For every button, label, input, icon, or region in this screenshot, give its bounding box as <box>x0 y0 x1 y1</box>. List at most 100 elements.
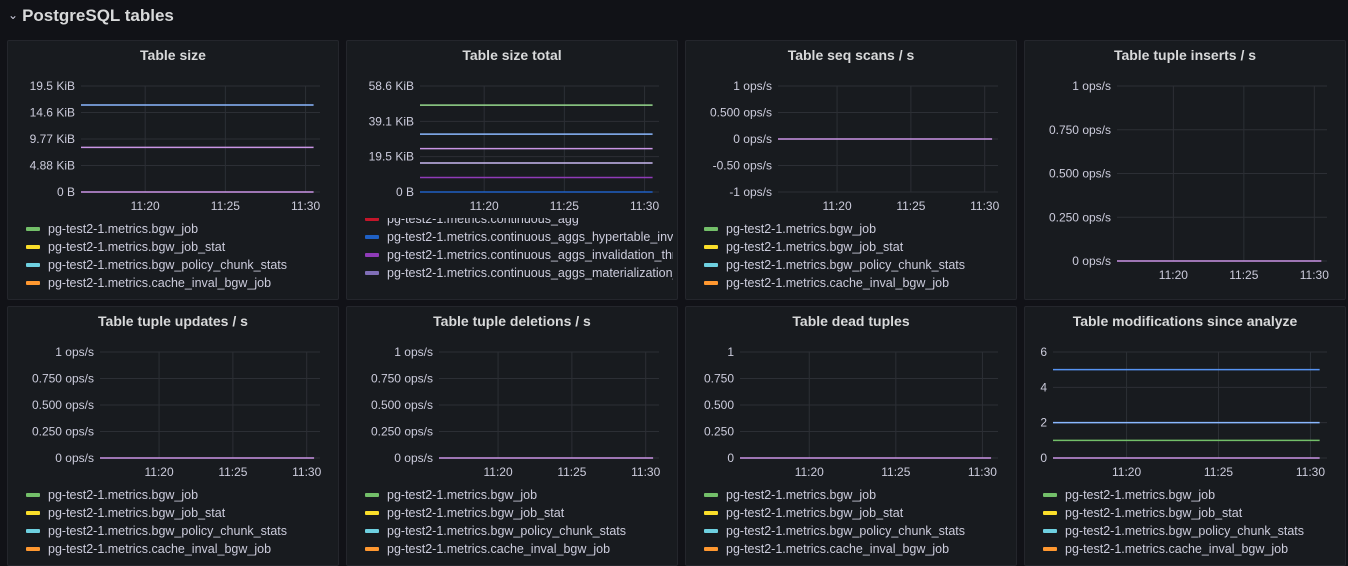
panel-table-tuple-updates-s[interactable]: Table tuple updates / s 0 ops/s 0.250 ops/… <box>7 306 339 566</box>
chevron-down-icon: ⌄ <box>8 8 19 22</box>
graph-plot[interactable]: 0 ops/s 0.250 ops/s 0.500 ops/s 0.750 ops/s… <box>1025 41 1345 299</box>
graph-plot[interactable]: 0 0.250 0.500 0.750 1 11:20 11:25 11:30 <box>686 307 1016 565</box>
legend-item[interactable]: pg-test2-1.metrics.bgw_job_stat <box>365 504 673 522</box>
legend-label: pg-test2-1.metrics.bgw_policy_chunk_stat… <box>48 258 288 272</box>
legend-color-swatch <box>1043 511 1057 515</box>
legend-item[interactable]: pg-test2-1.metrics.bgw_job <box>365 486 673 504</box>
panel-title[interactable]: Table tuple deletions / s <box>433 313 591 329</box>
y-tick-label: 0 <box>727 451 734 465</box>
x-tick-label: 11:25 <box>211 199 240 213</box>
legend-item[interactable]: pg-test2-1.metrics.bgw_job_stat <box>1043 504 1341 522</box>
legend-label: pg-test2-1.metrics.cache_inval_bgw_job <box>387 542 611 556</box>
legend-item[interactable]: pg-test2-1.metrics.cache_inval_bgw_job <box>1043 540 1341 558</box>
panel-table-size-total[interactable]: Table size total 0 B 19.5 KiB 39.1 KiB 58.6 … <box>346 40 678 300</box>
graph-plot[interactable]: 0 B 19.5 KiB 39.1 KiB 58.6 KiB 11:20 11:25 11:… <box>347 41 677 299</box>
legend-label: pg-test2-1.metrics.continuous_agg <box>387 218 579 226</box>
legend-item[interactable]: pg-test2-1.metrics.bgw_job <box>26 220 334 238</box>
legend: pg-test2-1.metrics.continuous_agg pg-test… <box>365 218 673 292</box>
legend-item[interactable]: pg-test2-1.metrics.cache_inval_bgw_job <box>26 540 334 558</box>
legend-color-swatch <box>26 529 40 533</box>
legend-item[interactable]: pg-test2-1.metrics.bgw_job_stat <box>704 238 1012 256</box>
x-tick-label: 11:20 <box>483 465 512 479</box>
panel-title[interactable]: Table dead tuples <box>792 313 910 329</box>
panel-table-dead-tuples[interactable]: Table dead tuples 0 0.250 0.500 0.750 1 11:20 1… <box>685 306 1017 566</box>
panel-title[interactable]: Table size total <box>462 47 562 63</box>
x-tick-label: 11:20 <box>822 199 851 213</box>
y-tick-label: 39.1 KiB <box>369 114 414 128</box>
y-tick-label: 0.750 <box>704 372 734 386</box>
legend-item[interactable]: pg-test2-1.metrics.bgw_policy_chunk_stat… <box>365 522 673 540</box>
legend-color-swatch <box>26 245 40 249</box>
panel-table-modifications-since-analyze[interactable]: Table modifications since analyze 0 2 4 6 11:… <box>1024 306 1346 566</box>
x-tick-label: 11:25 <box>557 465 586 479</box>
legend-item[interactable]: pg-test2-1.metrics.bgw_job <box>704 486 1012 504</box>
legend-color-swatch <box>26 263 40 267</box>
legend-item[interactable]: pg-test2-1.metrics.bgw_job <box>704 220 1012 238</box>
legend-item[interactable]: pg-test2-1.metrics.continuous_aggs_mater… <box>365 264 673 282</box>
x-tick-label: 11:30 <box>631 465 660 479</box>
legend-item[interactable]: pg-test2-1.metrics.bgw_policy_chunk_stat… <box>26 256 334 274</box>
x-tick-label: 11:20 <box>144 465 173 479</box>
x-tick-label: 11:30 <box>968 465 997 479</box>
row-header-postgresql-tables[interactable]: ⌄ PostgreSQL tables <box>8 4 174 28</box>
x-tick-label: 11:30 <box>1296 465 1325 479</box>
panel-title[interactable]: Table tuple inserts / s <box>1113 47 1257 63</box>
y-tick-label: 0 ops/s <box>733 132 772 146</box>
panel-table-size[interactable]: Table size 0 B 4.88 KiB 9.77 KiB 14.6 KiB 19.… <box>7 40 339 300</box>
legend-label: pg-test2-1.metrics.bgw_job <box>387 488 538 502</box>
x-tick-label: 11:25 <box>896 199 925 213</box>
legend-item[interactable]: pg-test2-1.metrics.continuous_agg <box>365 218 673 228</box>
y-tick-label: 1 ops/s <box>1072 79 1111 93</box>
y-tick-label: 0 B <box>57 185 75 199</box>
legend-label: pg-test2-1.metrics.bgw_job_stat <box>48 506 226 520</box>
legend-item[interactable]: pg-test2-1.metrics.bgw_policy_chunk_stat… <box>26 522 334 540</box>
panel-table-tuple-deletions-s[interactable]: Table tuple deletions / s 0 ops/s 0.250 op… <box>346 306 678 566</box>
legend-item[interactable]: pg-test2-1.metrics.bgw_job <box>26 486 334 504</box>
legend-item[interactable]: pg-test2-1.metrics.bgw_job_stat <box>26 504 334 522</box>
legend-color-swatch <box>704 493 718 497</box>
legend-item[interactable]: pg-test2-1.metrics.bgw_policy_chunk_stat… <box>1043 522 1341 540</box>
graph-plot[interactable]: 0 2 4 6 11:20 11:25 11:30 <box>1025 307 1345 565</box>
legend-label: pg-test2-1.metrics.bgw_policy_chunk_stat… <box>387 524 627 538</box>
legend-item[interactable]: pg-test2-1.metrics.bgw_policy_chunk_stat… <box>704 256 1012 274</box>
y-tick-label: 0.750 ops/s <box>371 372 433 386</box>
legend-item[interactable]: pg-test2-1.metrics.cache_inval_bgw_job <box>704 540 1012 558</box>
x-tick-label: 11:30 <box>1300 268 1329 282</box>
legend-item[interactable]: pg-test2-1.metrics.continuous_aggs_inval… <box>365 246 673 264</box>
graph-plot[interactable]: 0 ops/s 0.250 ops/s 0.500 ops/s 0.750 ops/s… <box>347 307 677 565</box>
panel-title[interactable]: Table tuple updates / s <box>98 313 248 329</box>
legend-item[interactable]: pg-test2-1.metrics.cache_inval_bgw_job <box>365 540 673 558</box>
y-tick-label: 0 ops/s <box>394 451 433 465</box>
legend-label: pg-test2-1.metrics.bgw_job <box>726 222 877 236</box>
panel-title[interactable]: Table size <box>140 47 206 63</box>
y-tick-label: 1 ops/s <box>55 345 94 359</box>
legend-item[interactable]: pg-test2-1.metrics.bgw_job <box>1043 486 1341 504</box>
y-tick-label: 0.750 ops/s <box>1049 123 1111 137</box>
y-tick-label: 0 <box>1040 451 1047 465</box>
legend-color-swatch <box>26 227 40 231</box>
panel-title[interactable]: Table seq scans / s <box>787 47 915 63</box>
y-tick-label: 9.77 KiB <box>30 132 75 146</box>
y-tick-label: 0.250 ops/s <box>1049 210 1111 224</box>
legend: pg-test2-1.metrics.bgw_job pg-test2-1.met… <box>365 484 673 558</box>
panel-title[interactable]: Table modifications since analyze <box>1072 313 1298 329</box>
legend-item[interactable]: pg-test2-1.metrics.cache_inval_bgw_job <box>704 274 1012 292</box>
legend-item[interactable]: pg-test2-1.metrics.bgw_policy_chunk_stat… <box>704 522 1012 540</box>
legend-item[interactable]: pg-test2-1.metrics.continuous_aggs_hyper… <box>365 228 673 246</box>
panel-table-tuple-inserts-s[interactable]: Table tuple inserts / s 0 ops/s 0.250 ops/… <box>1024 40 1346 300</box>
y-tick-label: 0.250 <box>704 425 734 439</box>
legend-item[interactable]: pg-test2-1.metrics.bgw_job_stat <box>704 504 1012 522</box>
legend-color-swatch <box>704 245 718 249</box>
graph-plot[interactable]: 0 B 4.88 KiB 9.77 KiB 14.6 KiB 19.5 KiB 11:20… <box>8 41 338 299</box>
legend-item[interactable]: pg-test2-1.metrics.bgw_job_stat <box>26 238 334 256</box>
legend-item[interactable]: pg-test2-1.metrics.cache_inval_bgw_job <box>26 274 334 292</box>
graph-plot[interactable]: 0 ops/s 0.250 ops/s 0.500 ops/s 0.750 ops/s… <box>8 307 338 565</box>
legend-label: pg-test2-1.metrics.cache_inval_bgw_job <box>726 276 950 290</box>
graph-plot[interactable]: -1 ops/s -0.50 ops/s 0 ops/s 0.500 ops/s 1 o… <box>686 41 1016 299</box>
panel-table-seq-scans-s[interactable]: Table seq scans / s -1 ops/s -0.50 ops/s 0 … <box>685 40 1017 300</box>
legend-color-swatch <box>704 547 718 551</box>
y-tick-label: 1 ops/s <box>394 345 433 359</box>
x-tick-label: 11:30 <box>291 199 320 213</box>
y-tick-label: 0.500 ops/s <box>371 398 433 412</box>
y-tick-label: 0.250 ops/s <box>371 425 433 439</box>
